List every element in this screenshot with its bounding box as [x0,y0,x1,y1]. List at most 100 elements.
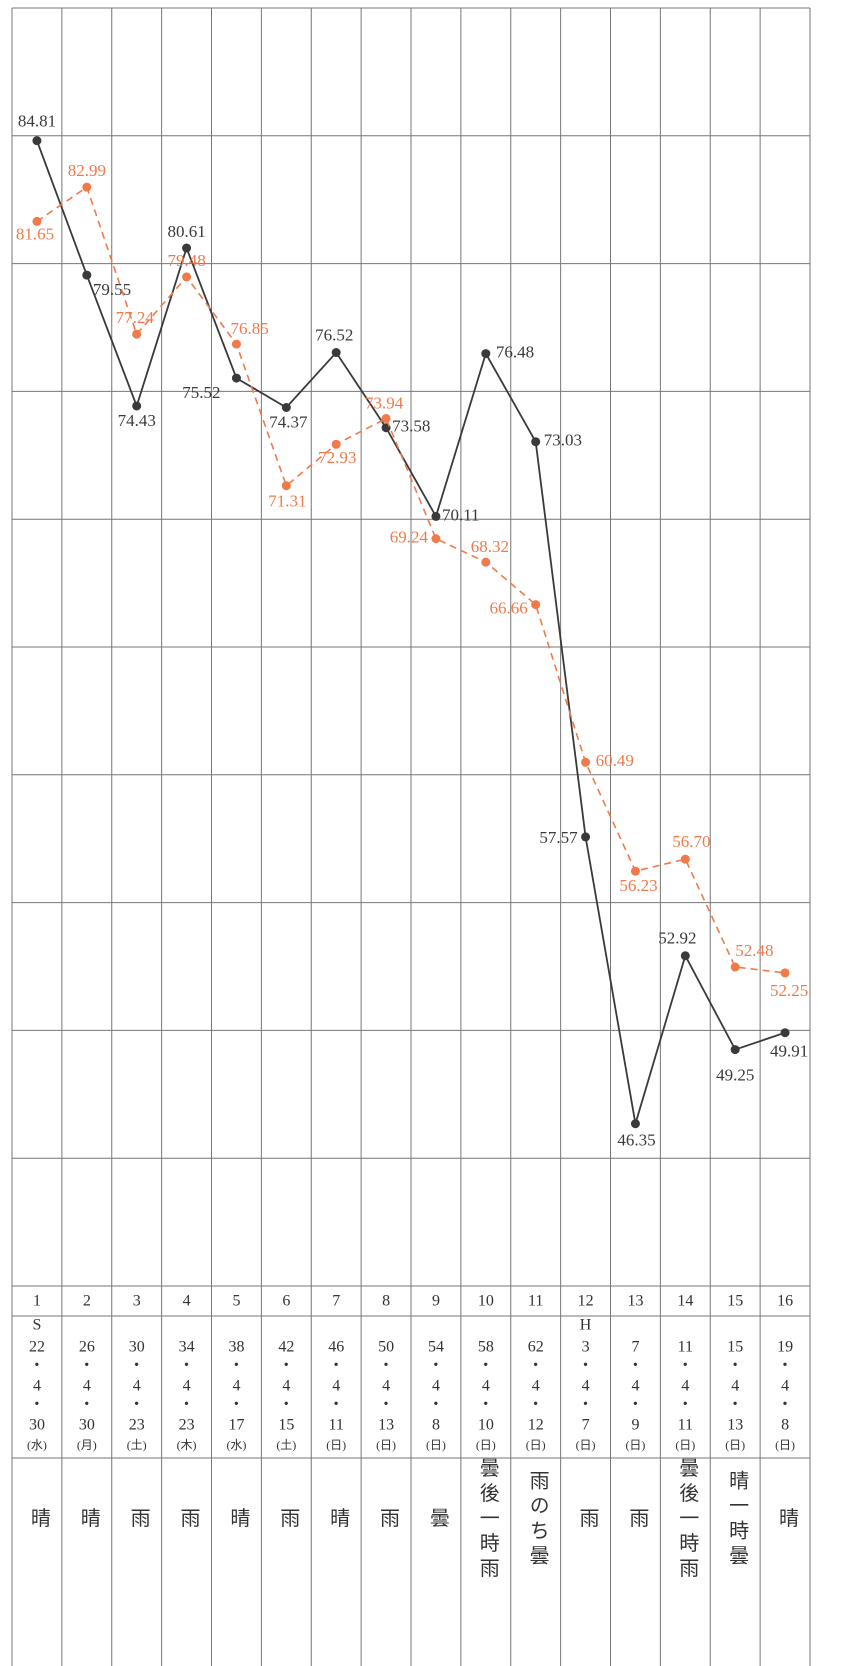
date-part: 46 [328,1339,344,1356]
data-label: 68.32 [471,537,509,556]
date-part: ・ [727,1358,743,1375]
x-tick-label: 5 [232,1293,240,1310]
date-part: ・ [677,1397,693,1414]
x-tick-label: 3 [133,1293,141,1310]
data-label: 56.23 [619,876,657,895]
date-part: 19 [777,1339,793,1356]
point [331,439,341,449]
weekday: (日) [775,1438,795,1452]
date-part: 3 [582,1339,590,1356]
date-part: ・ [777,1358,793,1375]
point [780,968,790,978]
weather: 晴 [327,1507,349,1532]
data-label: 56.70 [672,832,710,851]
date-part: 4 [781,1378,789,1395]
data-label: 75.52 [182,383,220,402]
point [581,832,591,842]
data-label: 52.48 [735,941,773,960]
weekday: (日) [326,1438,346,1452]
date-part: 4 [382,1378,390,1395]
x-tick-label: 16 [777,1293,793,1310]
data-label: 76.85 [230,319,268,338]
point [331,348,341,358]
date-part: 13 [727,1417,743,1434]
date-part: H [580,1317,592,1334]
series-line [36,185,786,974]
point [481,557,491,567]
data-label: 79.55 [93,280,131,299]
date-part: 12 [528,1417,544,1434]
date-part: 8 [781,1417,789,1434]
date-part: ・ [727,1397,743,1414]
weekday: (水) [226,1438,246,1452]
date-part: 30 [79,1417,95,1434]
date-part: ・ [129,1358,145,1375]
x-tick-label: 15 [727,1293,743,1310]
x-tick-label: 1 [33,1293,41,1310]
weekday: (木) [177,1438,197,1452]
x-tick-label: 7 [332,1293,340,1310]
data-label: 81.65 [16,224,54,243]
date-part: ・ [278,1397,294,1414]
date-part: 11 [678,1417,693,1434]
point [82,182,92,192]
weather: 晴 [227,1507,249,1532]
date-part: 58 [478,1339,494,1356]
weekday: (日) [526,1438,546,1452]
point [281,481,291,491]
point [182,272,192,282]
data-label: 73.94 [365,393,404,412]
weather: 雨 [626,1508,648,1533]
weekday: (日) [725,1438,745,1452]
date-part: ・ [228,1358,244,1375]
date-part: ・ [328,1397,344,1414]
data-label: 74.43 [118,411,156,430]
date-part: ・ [79,1358,95,1375]
date-part: ・ [578,1358,594,1375]
data-label: 66.66 [489,598,527,617]
point [82,270,92,280]
point [680,854,690,864]
date-part: ・ [228,1397,244,1414]
weather: 晴 [775,1507,797,1532]
date-part: 62 [528,1339,544,1356]
data-label: 72.93 [318,448,356,467]
date-part: ・ [29,1397,45,1414]
date-part: 30 [129,1339,145,1356]
data-label: 80.61 [167,222,205,241]
date-part: 13 [378,1417,394,1434]
date-part: 4 [183,1378,191,1395]
weather: 雨 [127,1508,149,1533]
data-label: 69.24 [390,528,429,547]
point [531,600,541,610]
date-part: ・ [179,1397,195,1414]
weather: 雨 [177,1508,199,1533]
data-label: 76.48 [496,342,534,361]
date-part: ・ [428,1358,444,1375]
weather: 雨 [576,1508,598,1533]
x-tick-label: 4 [183,1293,191,1310]
data-label: 70.11 [442,505,480,524]
point [132,401,142,411]
point [730,962,740,972]
date-part: 17 [228,1417,244,1434]
weather: 晴 [77,1507,99,1532]
data-label: 84.81 [18,112,56,131]
date-part: ・ [29,1358,45,1375]
date-part: 26 [79,1339,95,1356]
date-part: 15 [278,1417,294,1434]
series-line [36,140,786,1124]
date-part: 15 [727,1339,743,1356]
date-part: ・ [478,1358,494,1375]
data-label: 82.99 [68,161,106,180]
date-part: ・ [79,1397,95,1414]
weather: 晴一時曇 [726,1470,749,1570]
data-label: 57.57 [539,828,578,847]
weather: 雨 [277,1508,299,1533]
date-part: ・ [179,1358,195,1375]
x-tick-label: 8 [382,1293,390,1310]
date-part: 4 [83,1378,91,1395]
data-label: 46.35 [617,1131,655,1150]
data-label: 77.24 [116,308,155,327]
date-part: ・ [278,1358,294,1375]
